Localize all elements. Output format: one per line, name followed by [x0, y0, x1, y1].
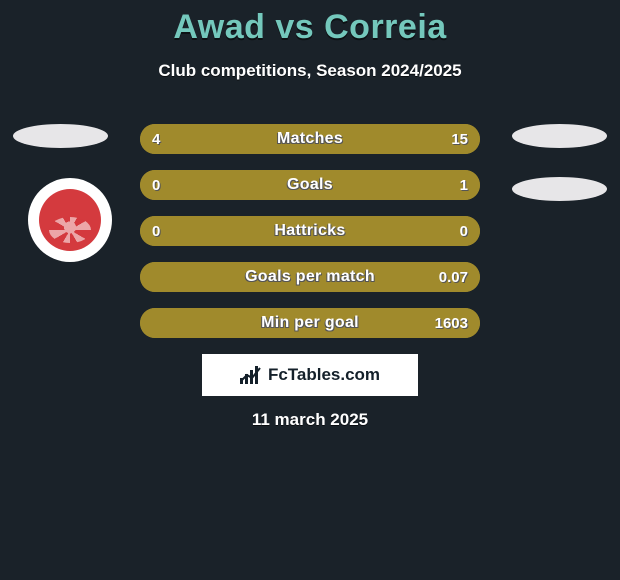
subtitle: Club competitions, Season 2024/2025 — [0, 61, 620, 81]
player2-flag-placeholder — [512, 124, 607, 148]
player1-club-logo — [28, 178, 112, 262]
club-logo-inner — [39, 189, 101, 251]
date-text: 11 march 2025 — [0, 410, 620, 430]
stats-bars: 415Matches 01Goals 00Hattricks 0.07Goals pe… — [140, 124, 480, 354]
vs-text: vs — [275, 8, 314, 46]
stat-label: Goals — [140, 170, 480, 200]
brand-text: FcTables.com — [268, 365, 380, 385]
player1-name: Awad — [173, 8, 265, 46]
stat-label: Matches — [140, 124, 480, 154]
stat-label: Min per goal — [140, 308, 480, 338]
stat-bar: 0.07Goals per match — [140, 262, 480, 292]
stat-label: Goals per match — [140, 262, 480, 292]
stat-bar: 00Hattricks — [140, 216, 480, 246]
title: Awad vs Correia — [0, 0, 620, 47]
stat-bar: 01Goals — [140, 170, 480, 200]
player1-flag-placeholder — [13, 124, 108, 148]
stat-bar: 1603Min per goal — [140, 308, 480, 338]
comparison-card: Awad vs Correia Club competitions, Seaso… — [0, 0, 620, 580]
brand-box: FcTables.com — [202, 354, 418, 396]
player2-name: Correia — [324, 8, 447, 46]
stat-label: Hattricks — [140, 216, 480, 246]
brand-icon — [240, 366, 262, 384]
player2-club-placeholder — [512, 177, 607, 201]
stat-bar: 415Matches — [140, 124, 480, 154]
